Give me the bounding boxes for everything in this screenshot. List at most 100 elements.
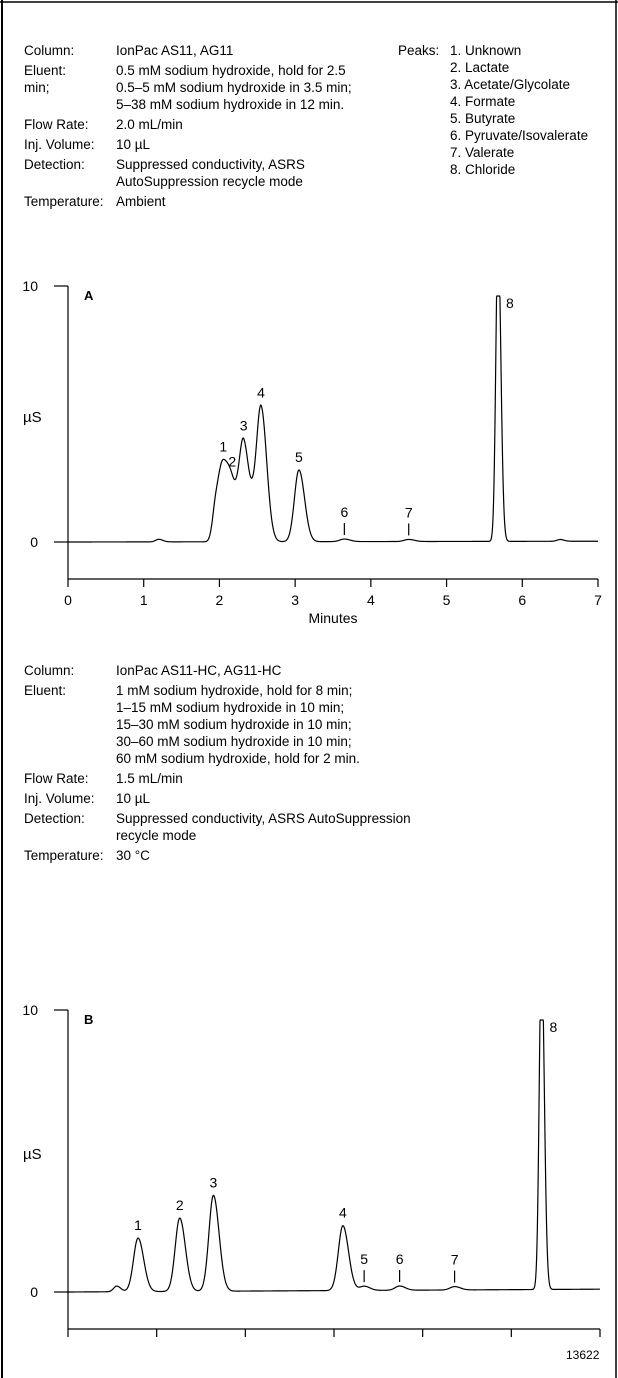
conditions-b-row: Detection: Suppressed conductivity, ASRS …: [24, 810, 411, 844]
conditions-a-row: Inj. Volume: 10 µL: [24, 136, 352, 153]
conditions-b-value-line: 15–30 mM sodium hydroxide in 10 min;: [116, 717, 352, 732]
peak-label: 1: [219, 438, 227, 454]
conditions-b-value-line: 1 mM sodium hydroxide, hold for 8 min;: [116, 683, 353, 698]
x-tick-label: 5: [443, 592, 451, 608]
peak-label: 4: [339, 1205, 347, 1221]
peak-label: 6: [340, 504, 348, 520]
peak-label: 7: [451, 1252, 459, 1268]
conditions-b-value-line: Suppressed conductivity, ASRS AutoSuppre…: [116, 811, 411, 826]
x-tick-label: 7: [594, 592, 602, 608]
conditions-b-value-line: 30 °C: [116, 848, 150, 863]
conditions-a-row-value: 0.5 mM sodium hydroxide, hold for 2.5 0.5…: [116, 62, 352, 113]
conditions-a-row-label: Flow Rate:: [24, 117, 89, 132]
conditions-b-value-line: 30–60 mM sodium hydroxide in 10 min;: [116, 734, 352, 749]
conditions-a-row-label: Eluent:: [24, 63, 67, 78]
x-tick-label: 0: [64, 592, 72, 608]
conditions-a-row: Temperature: Ambient: [24, 193, 352, 210]
conditions-b-value-line: 1–15 mM sodium hydroxide in 10 min;: [116, 700, 345, 715]
conditions-a-row: Flow Rate: 2.0 mL/min: [24, 116, 352, 133]
conditions-b-value-line: recycle mode: [116, 828, 197, 843]
conditions-b-value-line: 1.5 mL/min: [116, 771, 183, 786]
conditions-a-value-line: 0.5–5 mM sodium hydroxide in 3.5 min;: [116, 80, 352, 95]
conditions-b-row: Temperature: 30 °C: [24, 847, 411, 864]
conditions-b-row-value: 1.5 mL/min: [116, 770, 411, 787]
peak-legend-item: 2. Lactate: [450, 60, 510, 75]
conditions-b-value-line: IonPac AS11-HC, AG11-HC: [116, 663, 282, 678]
conditions-panel-a: Column: IonPac AS11, AG11 Eluent: min; 0.5 m…: [24, 42, 352, 213]
peak-label: 8: [506, 295, 514, 311]
conditions-b-row-value: 30 °C: [116, 847, 411, 864]
conditions-a-value-line: 2.0 mL/min: [116, 117, 183, 132]
conditions-a-value-line: IonPac AS11, AG11: [116, 43, 234, 58]
conditions-a-row-label: Column:: [24, 43, 75, 58]
panel-label: B: [84, 1012, 93, 1027]
y-tick-label: 10: [22, 1002, 38, 1018]
peak-legend-item: 5. Butyrate: [450, 111, 516, 126]
y-tick-label: 0: [30, 1284, 38, 1300]
conditions-b-row-value: Suppressed conductivity, ASRS AutoSuppre…: [116, 810, 411, 844]
conditions-a-row: Detection: Suppressed conductivity, ASRS A…: [24, 156, 352, 190]
conditions-a-value-line: Ambient: [116, 194, 166, 209]
conditions-b-value-line: 10 µL: [116, 791, 151, 806]
x-tick-label: 1: [140, 592, 148, 608]
x-tick-label: 4: [367, 592, 375, 608]
x-axis-label: Minutes: [308, 610, 357, 626]
conditions-a-value-line: Suppressed conductivity, ASRS: [116, 157, 305, 172]
conditions-a-row-label: Inj. Volume:: [24, 137, 95, 152]
peak-legend-item: 7. Valerate: [450, 145, 515, 160]
conditions-a-row-value: IonPac AS11, AG11: [116, 42, 352, 59]
panel-label: A: [84, 288, 94, 303]
conditions-b-row-label: Inj. Volume:: [24, 791, 95, 806]
conditions-b-row: Inj. Volume: 10 µL: [24, 790, 411, 807]
peak-label: 2: [176, 1197, 184, 1213]
peak-label: 7: [405, 504, 413, 520]
conditions-a-row-label: Temperature:: [24, 194, 104, 209]
x-tick-label: 3: [291, 592, 299, 608]
peak-legend-item: 4. Formate: [450, 94, 516, 109]
conditions-b-row-value: IonPac AS11-HC, AG11-HC: [116, 662, 411, 679]
y-axis-label: µS: [23, 1146, 42, 1163]
y-axis-label: µS: [23, 409, 42, 426]
conditions-a-row-value: 10 µL: [116, 136, 352, 153]
peak-label: 1: [134, 1217, 142, 1233]
conditions-a-row-value: Suppressed conductivity, ASRS AutoSuppres…: [116, 156, 352, 190]
peaks-label: Peaks:: [398, 43, 440, 58]
conditions-b-row: Flow Rate: 1.5 mL/min: [24, 770, 411, 787]
peak-label: 5: [360, 1251, 368, 1267]
conditions-b-row-label: Detection:: [24, 811, 85, 826]
y-tick-label: 0: [30, 534, 38, 550]
y-tick-label: 10: [22, 278, 38, 294]
chromatogram-trace: [68, 1019, 600, 1293]
figure-number: 13622: [566, 1348, 600, 1362]
conditions-b-row-label: Eluent:: [24, 683, 67, 698]
conditions-a-value-line: 10 µL: [116, 137, 151, 152]
conditions-a-row-value: Ambient: [116, 193, 352, 210]
peak-legend-item: 1. Unknown: [450, 43, 522, 58]
peak-label: 2: [228, 454, 236, 470]
conditions-a-value-line: AutoSuppression recycle mode: [116, 174, 303, 189]
x-tick-label: 6: [518, 592, 526, 608]
peak-label: 6: [396, 1251, 404, 1267]
chromatogram-trace: [68, 295, 598, 543]
conditions-panel-b: Column: IonPac AS11-HC, AG11-HC Eluent: 1 m…: [24, 662, 411, 867]
chromatogram-b: 010µS681012141618MinutesB12345678: [22, 1002, 601, 1337]
peak-list: 1. Unknown 2. Lactate 3. Acetate/Glycolate…: [450, 42, 588, 178]
conditions-b-row-label: Column:: [24, 663, 75, 678]
conditions-b-row: Eluent: 1 mM sodium hydroxide, hold for 8…: [24, 682, 411, 767]
conditions-a-value-line: 5–38 mM sodium hydroxide in 12 min.: [116, 97, 345, 112]
peak-legend: Peaks: 1. Unknown 2. Lactate 3. Acetate/Gl…: [398, 42, 588, 178]
conditions-b-row-value: 1 mM sodium hydroxide, hold for 8 min; 1–…: [116, 682, 411, 767]
peak-legend-item: 6. Pyruvate/Isovalerate: [450, 128, 589, 143]
conditions-b-value-line: 60 mM sodium hydroxide, hold for 2 min.: [116, 751, 360, 766]
peak-label: 5: [295, 449, 303, 465]
peak-label: 4: [257, 384, 265, 400]
conditions-a-value-line: 0.5 mM sodium hydroxide, hold for 2.5: [116, 63, 346, 78]
conditions-a-row-label: Detection:: [24, 157, 85, 172]
peak-legend-item: 3. Acetate/Glycolate: [450, 77, 571, 92]
peak-legend-item: 8. Chloride: [450, 162, 516, 177]
peak-label: 3: [240, 417, 248, 433]
conditions-a-row: Column: IonPac AS11, AG11: [24, 42, 352, 59]
peak-label: 8: [549, 1019, 557, 1035]
